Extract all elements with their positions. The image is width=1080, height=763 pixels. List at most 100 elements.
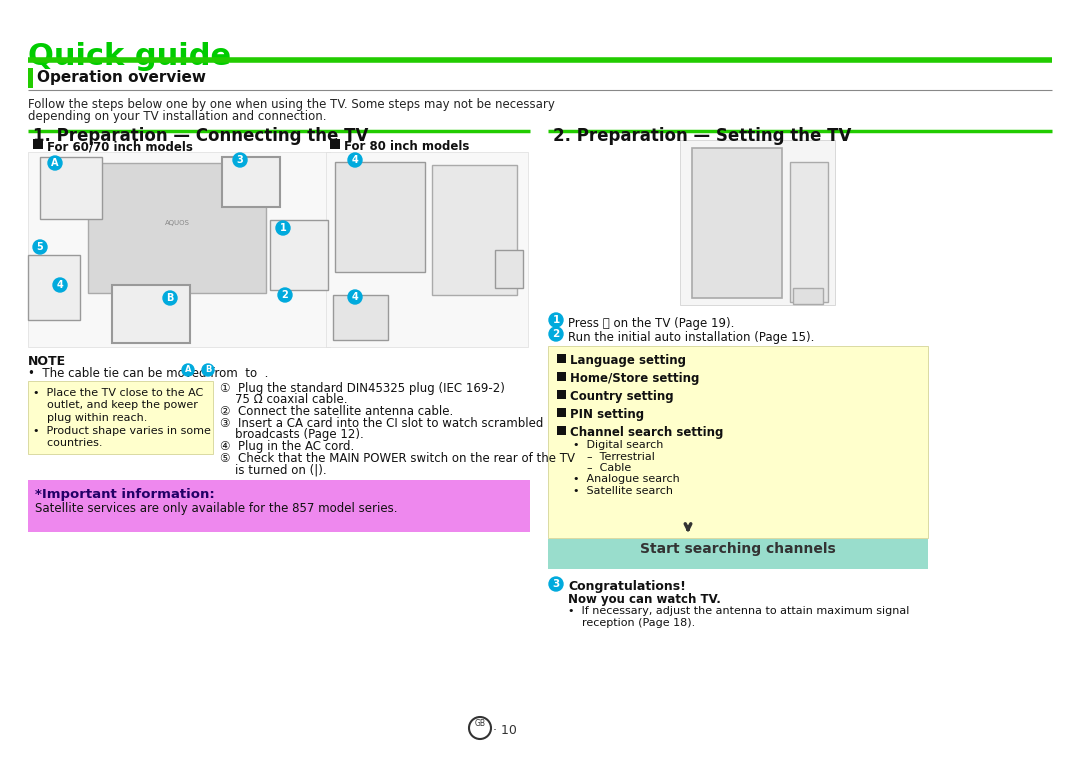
- Bar: [692, 148, 782, 298]
- Bar: [548, 539, 928, 569]
- Text: •  Product shape varies in some: • Product shape varies in some: [33, 426, 211, 436]
- Circle shape: [202, 364, 214, 376]
- Text: AQUOS: AQUOS: [164, 220, 189, 226]
- Text: broadcasts (Page 12).: broadcasts (Page 12).: [220, 428, 364, 441]
- Circle shape: [183, 364, 194, 376]
- Bar: [557, 390, 566, 399]
- Text: 1: 1: [552, 315, 559, 325]
- Text: •  Analogue search: • Analogue search: [573, 475, 679, 485]
- Text: Satellite services are only available for the 857 model series.: Satellite services are only available fo…: [35, 502, 397, 515]
- Bar: [28, 68, 33, 88]
- Text: Operation overview: Operation overview: [37, 70, 206, 85]
- Text: Quick guide: Quick guide: [28, 42, 231, 71]
- Bar: [557, 408, 566, 417]
- Text: •  The cable tie can be moved from  to  .: • The cable tie can be moved from to .: [28, 367, 268, 380]
- Text: Congratulations!: Congratulations!: [568, 580, 686, 593]
- Text: 1: 1: [280, 223, 286, 233]
- Text: Press ⏻ on the TV (Page 19).: Press ⏻ on the TV (Page 19).: [568, 317, 734, 330]
- Text: Home/Store setting: Home/Store setting: [570, 372, 700, 385]
- Text: 1. Preparation — Connecting the TV: 1. Preparation — Connecting the TV: [33, 127, 368, 145]
- Bar: [330, 139, 340, 149]
- Bar: [222, 157, 280, 207]
- Bar: [28, 152, 330, 347]
- Text: PIN setting: PIN setting: [570, 408, 644, 421]
- Text: Now you can watch TV.: Now you can watch TV.: [568, 593, 720, 606]
- Text: NOTE: NOTE: [28, 355, 66, 368]
- Text: •  Place the TV close to the AC: • Place the TV close to the AC: [33, 388, 203, 398]
- Text: 2: 2: [282, 290, 288, 300]
- Bar: [548, 346, 928, 538]
- Circle shape: [48, 156, 62, 170]
- Text: outlet, and keep the power: outlet, and keep the power: [33, 401, 198, 410]
- Text: ⑤  Check that the MAIN POWER switch on the rear of the TV: ⑤ Check that the MAIN POWER switch on th…: [220, 452, 575, 465]
- Bar: [432, 165, 517, 295]
- Text: B: B: [205, 365, 212, 375]
- Text: •  Satellite search: • Satellite search: [573, 486, 673, 496]
- Circle shape: [549, 577, 563, 591]
- Text: ③  Insert a CA card into the CI slot to watch scrambled: ③ Insert a CA card into the CI slot to w…: [220, 417, 543, 430]
- Text: ②  Connect the satellite antenna cable.: ② Connect the satellite antenna cable.: [220, 405, 454, 418]
- Text: countries.: countries.: [33, 438, 103, 448]
- Text: · 10: · 10: [492, 724, 517, 737]
- Bar: [40, 157, 102, 219]
- Bar: [557, 372, 566, 381]
- Text: 3: 3: [237, 155, 243, 165]
- Bar: [793, 288, 823, 304]
- Text: ①  Plug the standard DIN45325 plug (IEC 169-2): ① Plug the standard DIN45325 plug (IEC 1…: [220, 382, 504, 395]
- Text: •  Digital search: • Digital search: [573, 440, 663, 450]
- Circle shape: [276, 221, 291, 235]
- Bar: [557, 426, 566, 435]
- Text: 4: 4: [352, 155, 359, 165]
- Text: plug within reach.: plug within reach.: [33, 413, 147, 423]
- Circle shape: [348, 153, 362, 167]
- Circle shape: [163, 291, 177, 305]
- Circle shape: [549, 327, 563, 341]
- Bar: [495, 250, 523, 288]
- Text: For 80 inch models: For 80 inch models: [345, 140, 470, 153]
- Circle shape: [549, 313, 563, 327]
- Text: 4: 4: [352, 292, 359, 302]
- Text: –  Terrestrial: – Terrestrial: [573, 452, 654, 462]
- Text: 3: 3: [552, 579, 559, 589]
- Text: Start searching channels: Start searching channels: [640, 542, 836, 556]
- Bar: [87, 163, 266, 293]
- Text: is turned on (|).: is turned on (|).: [220, 463, 326, 476]
- Text: depending on your TV installation and connection.: depending on your TV installation and co…: [28, 110, 326, 123]
- Bar: [326, 152, 528, 347]
- Text: –  Cable: – Cable: [573, 463, 631, 473]
- Text: For 60/70 inch models: For 60/70 inch models: [48, 140, 193, 153]
- Text: 5: 5: [37, 242, 43, 252]
- Circle shape: [278, 288, 292, 302]
- Bar: [335, 162, 426, 272]
- Bar: [680, 140, 835, 305]
- Bar: [789, 162, 828, 302]
- Text: 2. Preparation — Setting the TV: 2. Preparation — Setting the TV: [553, 127, 851, 145]
- Text: A: A: [185, 365, 191, 375]
- Text: Run the initial auto installation (Page 15).: Run the initial auto installation (Page …: [568, 331, 814, 344]
- Bar: [33, 139, 43, 149]
- Text: Channel search setting: Channel search setting: [570, 426, 724, 439]
- Circle shape: [53, 278, 67, 292]
- Text: Country setting: Country setting: [570, 390, 674, 403]
- Bar: [557, 354, 566, 363]
- Bar: [28, 480, 530, 532]
- Text: reception (Page 18).: reception (Page 18).: [568, 618, 696, 628]
- Bar: [28, 255, 80, 320]
- Bar: [112, 285, 190, 343]
- Text: Language setting: Language setting: [570, 354, 686, 367]
- Text: 75 Ω coaxial cable.: 75 Ω coaxial cable.: [220, 393, 348, 406]
- Text: ④  Plug in the AC cord.: ④ Plug in the AC cord.: [220, 440, 354, 453]
- Bar: [28, 381, 213, 454]
- Circle shape: [33, 240, 48, 254]
- Text: *Important information:: *Important information:: [35, 488, 215, 501]
- Text: 2: 2: [552, 329, 559, 339]
- Text: •  If necessary, adjust the antenna to attain maximum signal: • If necessary, adjust the antenna to at…: [568, 606, 909, 616]
- Circle shape: [233, 153, 247, 167]
- Text: A: A: [51, 158, 58, 168]
- Text: B: B: [166, 293, 174, 303]
- Bar: [333, 295, 388, 340]
- Text: GB: GB: [474, 720, 486, 729]
- Bar: [270, 220, 328, 290]
- Text: 4: 4: [56, 280, 64, 290]
- Text: Follow the steps below one by one when using the TV. Some steps may not be neces: Follow the steps below one by one when u…: [28, 98, 555, 111]
